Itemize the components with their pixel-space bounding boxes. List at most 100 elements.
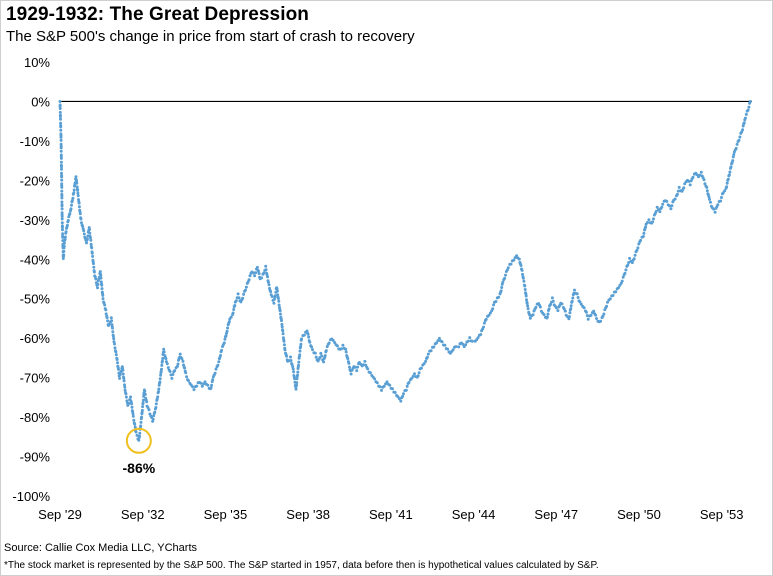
series-point [404,388,408,392]
series-point [130,402,134,406]
series-point [308,340,312,344]
series-point [734,146,738,150]
series-point [141,401,145,405]
series-point [70,199,74,202]
series-point [242,292,246,296]
series-point [60,214,64,218]
series-point [705,189,709,193]
series-point [76,191,80,195]
series-point [267,283,271,287]
series-point [76,188,80,192]
series-point [103,303,107,307]
series-point [747,105,751,109]
series-point [262,271,266,275]
series-point [294,387,298,391]
series-point [413,372,416,376]
series-point [314,355,318,359]
series-point [515,254,519,258]
series-point [124,395,128,399]
series-point [675,192,679,196]
series-point [254,271,258,275]
series-point [333,341,337,344]
series-point [560,302,564,306]
series-point [270,295,274,298]
series-point [200,384,204,388]
series-point [75,179,78,183]
series-point [346,357,350,361]
series-point [578,300,582,304]
series-point [731,159,735,163]
series-point [526,307,530,311]
series-point [522,279,526,283]
series-point [123,388,127,392]
series-point [59,121,63,125]
series-point [461,342,465,346]
series-point [153,410,157,414]
series-point [282,339,286,343]
series-point [551,299,555,303]
series-point [470,339,474,343]
series-point [59,160,63,164]
series-point [79,217,83,221]
series-point [152,414,156,418]
series-point [260,276,263,280]
series-point [61,232,65,236]
series-point [482,325,485,329]
series-point [140,408,144,412]
series-point [341,343,345,347]
series-point [127,402,131,405]
series-point [151,417,155,421]
series-point [298,353,302,357]
series-point [348,365,351,369]
series-point [139,420,143,424]
series-point [88,236,92,240]
series-point [617,286,621,290]
series-point [626,263,630,267]
series-point [58,107,62,110]
series-point [78,212,82,216]
series-point [75,181,79,185]
series-point [652,217,655,221]
series-point [92,265,96,269]
series-point [162,347,166,351]
y-tick-label: -80% [20,410,51,425]
series-point [59,138,63,142]
series-point [732,153,736,156]
series-point [158,377,162,381]
series-point [101,297,105,301]
series-point [123,385,127,389]
series-point [156,395,160,399]
series-point [466,339,470,343]
series-point [59,146,63,150]
series-point [90,251,94,255]
series-point [111,335,115,338]
series-point [426,352,430,356]
series-point [633,253,637,257]
series-point [416,374,420,378]
series-point [293,377,297,381]
series-point [738,135,742,139]
series-point [192,388,196,392]
series-point [391,387,394,391]
series-point [300,337,303,341]
y-tick-label: -70% [20,371,51,386]
series-point [64,230,68,234]
series-point [60,221,64,225]
series-point [214,367,218,371]
series-point [605,304,609,308]
series-point [567,315,571,319]
series-point [719,199,723,203]
series-point [60,185,64,189]
series-point [712,207,716,211]
series-point [233,304,237,307]
series-point [457,345,461,349]
series-point [266,280,270,284]
series-point [658,210,662,214]
series-point [393,391,397,394]
series-point [670,204,674,208]
series-point [624,268,628,272]
series-point [162,350,166,354]
series-point [203,380,207,384]
series-point [525,298,528,302]
